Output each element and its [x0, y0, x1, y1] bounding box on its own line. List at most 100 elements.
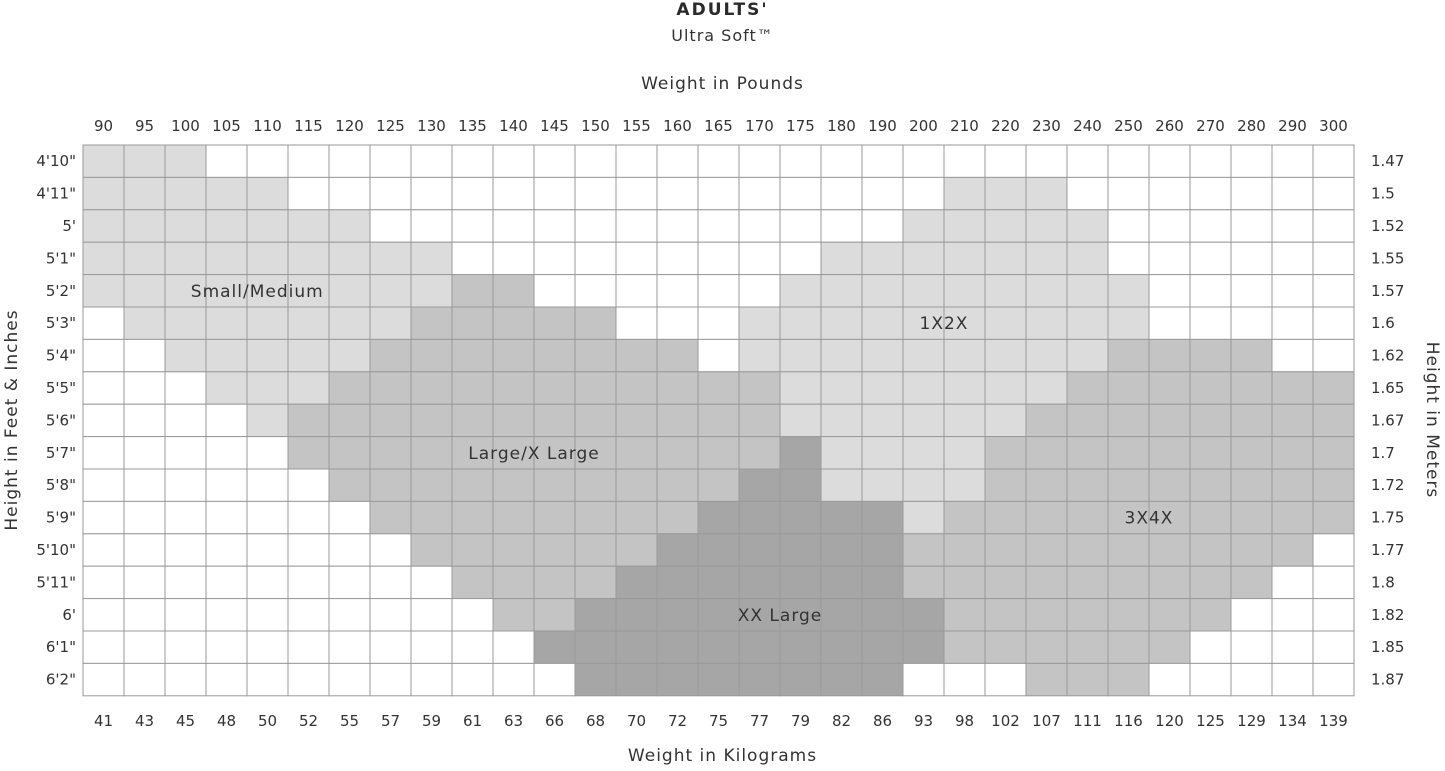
grid-cell [1148, 662, 1191, 697]
grid-cell [451, 468, 494, 502]
grid-cell [779, 533, 822, 567]
grid-cell [1271, 565, 1314, 600]
grid-cell [533, 598, 576, 632]
grid-cell [984, 565, 1027, 600]
grid-cell [779, 500, 822, 535]
grid-cell [1025, 176, 1068, 211]
grid-cell [779, 371, 822, 405]
kilogram-tick-label: 82 [832, 712, 851, 730]
height-m-tick-label: 1.55 [1371, 249, 1404, 267]
grid-cell [369, 241, 412, 276]
grid-cell [410, 565, 453, 600]
height-ft-tick-label: 5'4" [46, 347, 76, 365]
grid-cell [287, 144, 330, 178]
grid-cell [1148, 436, 1191, 470]
height-m-tick-label: 1.77 [1371, 541, 1404, 559]
grid-cell [697, 241, 740, 276]
grid-cell [492, 209, 535, 243]
grid-cell [533, 371, 576, 405]
grid-cell [1148, 241, 1191, 276]
grid-cell [697, 630, 740, 664]
grid-cell [1066, 565, 1109, 600]
kilogram-tick-label: 70 [627, 712, 646, 730]
kilogram-tick-label: 55 [340, 712, 359, 730]
grid-cell [574, 274, 617, 308]
grid-cell [943, 630, 986, 664]
grid-cell [902, 662, 945, 697]
grid-cell [1025, 209, 1068, 243]
kilogram-tick-label: 102 [991, 712, 1020, 730]
grid-cell [1025, 274, 1068, 308]
grid-cell [820, 274, 863, 308]
grid-cell [1148, 598, 1191, 632]
grid-cell [697, 338, 740, 373]
grid-cell [1066, 241, 1109, 276]
height-m-tick-label: 1.47 [1371, 152, 1404, 170]
grid-cell [779, 565, 822, 600]
height-ft-tick-label: 5'1" [46, 249, 76, 267]
grid-cell [205, 630, 248, 664]
pound-tick-label: 250 [1114, 117, 1143, 135]
grid-cell [820, 176, 863, 211]
grid-cell [738, 371, 781, 405]
grid-cell [492, 241, 535, 276]
grid-cell [1066, 371, 1109, 405]
kilogram-tick-label: 79 [791, 712, 810, 730]
grid-cell [820, 436, 863, 470]
height-ft-tick-label: 5'8" [46, 476, 76, 494]
grid-cell [246, 274, 289, 308]
grid-cell [287, 598, 330, 632]
grid-cell [1230, 533, 1273, 567]
grid-cell [533, 241, 576, 276]
grid-cell [1189, 565, 1232, 600]
grid-cell [451, 241, 494, 276]
grid-cell [287, 209, 330, 243]
grid-cell [984, 533, 1027, 567]
grid-cell [820, 306, 863, 340]
grid-cell [861, 468, 904, 502]
grid-cell [164, 144, 207, 178]
grid-cell [82, 533, 125, 567]
grid-cell [861, 403, 904, 438]
pound-tick-label: 270 [1196, 117, 1225, 135]
grid-cell [533, 209, 576, 243]
grid-cell [246, 176, 289, 211]
grid-cell [287, 306, 330, 340]
grid-cell [656, 662, 699, 697]
grid-cell [1107, 468, 1150, 502]
grid-cell [451, 144, 494, 178]
height-m-tick-label: 1.65 [1371, 379, 1404, 397]
grid-cell [369, 533, 412, 567]
grid-cell [328, 241, 371, 276]
grid-cell [656, 241, 699, 276]
grid-cell [246, 338, 289, 373]
grid-cell [1271, 468, 1314, 502]
kilogram-tick-label: 93 [914, 712, 933, 730]
grid-cell [1025, 403, 1068, 438]
grid-cell [123, 662, 166, 697]
grid-cell [205, 176, 248, 211]
grid-cell [369, 371, 412, 405]
grid-cell [861, 662, 904, 697]
kilogram-tick-label: 68 [586, 712, 605, 730]
grid-cell [369, 403, 412, 438]
grid-cell [1148, 144, 1191, 178]
grid-cell [1189, 500, 1232, 535]
grid-cell [492, 565, 535, 600]
grid-cell [820, 630, 863, 664]
grid-cell [205, 403, 248, 438]
grid-cell [369, 338, 412, 373]
height-m-tick-label: 1.5 [1371, 185, 1395, 203]
grid-cell [1025, 630, 1068, 664]
height-m-tick-label: 1.62 [1371, 347, 1404, 365]
grid-cell [1107, 436, 1150, 470]
grid-cell [492, 306, 535, 340]
grid-cell [492, 630, 535, 664]
grid-cell [1271, 144, 1314, 178]
grid-cell [533, 500, 576, 535]
grid-cell [615, 209, 658, 243]
grid-cell [861, 274, 904, 308]
grid-cell [246, 144, 289, 178]
grid-cell [164, 306, 207, 340]
grid-cell [328, 436, 371, 470]
